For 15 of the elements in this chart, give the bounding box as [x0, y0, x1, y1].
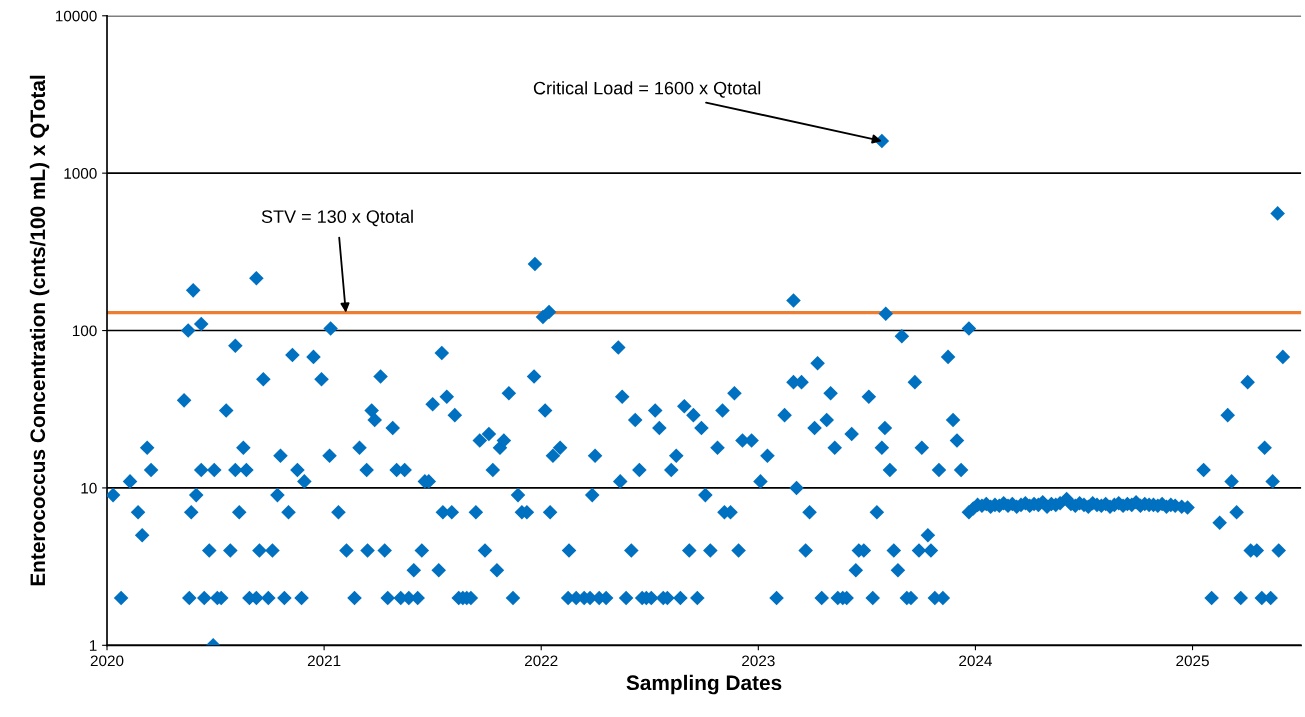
annotation: STV = 130 x Qtotal — [261, 209, 413, 227]
y-tick-label: 10000 — [55, 10, 97, 22]
y-tick-label: 100 — [72, 325, 97, 337]
y-tick-label: 1000 — [64, 168, 97, 179]
y-axis-title: Enterococcus Concentration (cnts/100 mL) x QTotal — [29, 75, 50, 586]
x-tick-label: 2023 — [742, 655, 775, 667]
x-axis-title: Sampling Dates — [626, 674, 782, 695]
x-tick-label: 2021 — [307, 655, 341, 667]
annotation: Critical Load = 1600 x Qtotal — [533, 81, 761, 98]
x-tick-label: 2025 — [1176, 655, 1209, 667]
x-tick-label: 2020 — [90, 655, 124, 667]
x-tick-label: 2024 — [959, 655, 992, 667]
y-tick-label: 1 — [89, 640, 97, 651]
y-tick-label: 10 — [81, 482, 97, 494]
x-tick-label: 2022 — [525, 655, 558, 667]
